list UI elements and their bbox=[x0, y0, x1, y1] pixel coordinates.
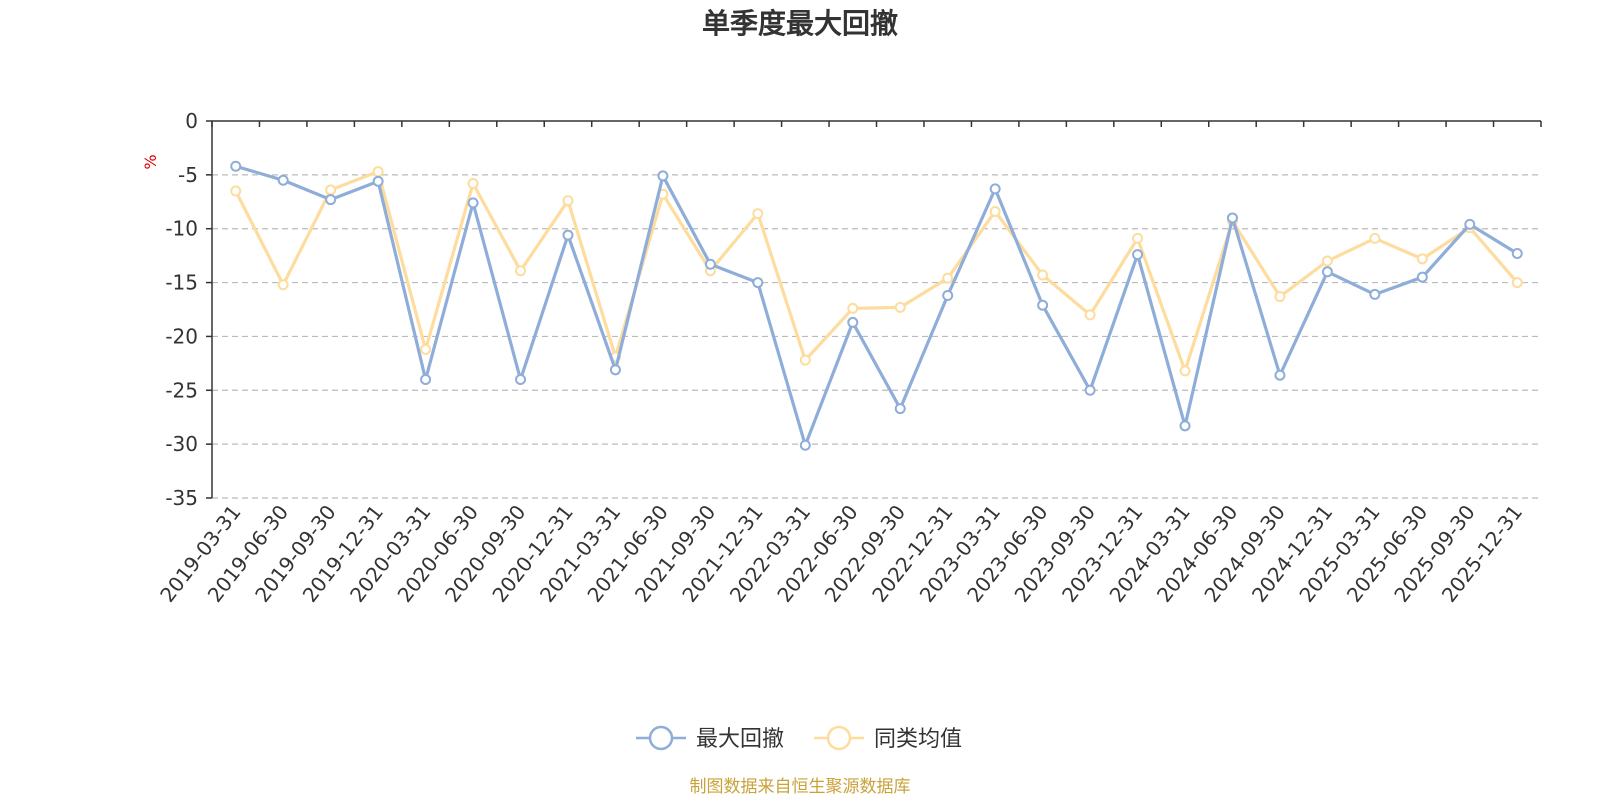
data-point[interactable] bbox=[657, 170, 669, 182]
chart-title: 单季度最大回撤 bbox=[702, 7, 898, 40]
legend-item-max-drawdown[interactable]: 最大回撤 bbox=[636, 725, 784, 752]
data-point[interactable] bbox=[372, 166, 384, 178]
data-point[interactable] bbox=[1464, 218, 1476, 230]
data-point[interactable] bbox=[799, 439, 811, 451]
axes bbox=[211, 120, 1541, 498]
data-point[interactable] bbox=[1511, 277, 1523, 289]
data-point[interactable] bbox=[1274, 369, 1286, 381]
data-point[interactable] bbox=[609, 364, 621, 376]
data-point[interactable] bbox=[1037, 299, 1049, 311]
data-point[interactable] bbox=[1416, 271, 1428, 283]
data-point[interactable] bbox=[420, 343, 432, 355]
y-tick-label: -15 bbox=[165, 271, 198, 295]
data-point[interactable] bbox=[942, 272, 954, 284]
data-point[interactable] bbox=[989, 183, 1001, 195]
data-point[interactable] bbox=[847, 302, 859, 314]
data-point[interactable] bbox=[1037, 269, 1049, 281]
series-layer bbox=[230, 160, 1523, 451]
y-tick-label: -20 bbox=[165, 324, 198, 348]
data-point[interactable] bbox=[1274, 291, 1286, 303]
data-point[interactable] bbox=[1179, 420, 1191, 432]
data-point[interactable] bbox=[277, 279, 289, 291]
data-point[interactable] bbox=[230, 160, 242, 172]
legend-marker bbox=[648, 725, 674, 751]
series-peer-average bbox=[230, 166, 1523, 377]
legend-marker bbox=[826, 725, 852, 751]
data-point[interactable] bbox=[1084, 384, 1096, 396]
data-point[interactable] bbox=[752, 208, 764, 220]
source-note: 制图数据来自恒生聚源数据库 bbox=[690, 777, 911, 797]
data-point[interactable] bbox=[1226, 212, 1238, 224]
series-max-drawdown bbox=[230, 160, 1523, 451]
data-point[interactable] bbox=[1321, 255, 1333, 267]
series-line bbox=[234, 170, 1519, 373]
data-point[interactable] bbox=[515, 265, 527, 277]
y-tick-label: -10 bbox=[165, 217, 198, 241]
y-axis-unit-label: % bbox=[141, 154, 160, 169]
data-point[interactable] bbox=[1179, 365, 1191, 377]
data-point[interactable] bbox=[467, 197, 479, 209]
data-point[interactable] bbox=[467, 177, 479, 189]
data-point[interactable] bbox=[277, 174, 289, 186]
series-line bbox=[235, 164, 1519, 447]
data-point[interactable] bbox=[1416, 253, 1428, 265]
legend-label: 同类均值 bbox=[874, 727, 962, 752]
data-point[interactable] bbox=[894, 403, 906, 415]
data-point[interactable] bbox=[1369, 232, 1381, 244]
data-point[interactable] bbox=[1132, 249, 1144, 261]
data-point[interactable] bbox=[989, 205, 1001, 217]
data-point[interactable] bbox=[1321, 266, 1333, 278]
data-point[interactable] bbox=[372, 175, 384, 187]
grid-lines bbox=[212, 174, 1541, 499]
data-point[interactable] bbox=[1132, 232, 1144, 244]
legend[interactable]: 最大回撤 同类均值 bbox=[636, 725, 962, 752]
data-point[interactable] bbox=[325, 184, 337, 196]
data-point[interactable] bbox=[704, 258, 716, 270]
x-axis-ticks: 2019-03-312019-06-302019-09-302019-12-31… bbox=[155, 121, 1542, 607]
data-point[interactable] bbox=[847, 316, 859, 328]
data-point[interactable] bbox=[752, 277, 764, 289]
data-point[interactable] bbox=[562, 229, 574, 241]
y-tick-label: -25 bbox=[165, 378, 198, 402]
y-axis-ticks: 0 -5 -10 -15 -20 -25 -30 -35 bbox=[165, 109, 212, 510]
legend-item-peer-average[interactable]: 同类均值 bbox=[814, 725, 962, 752]
y-tick-label: -30 bbox=[165, 432, 198, 456]
y-tick-label: 0 bbox=[185, 109, 198, 133]
data-point[interactable] bbox=[1084, 309, 1096, 321]
data-point[interactable] bbox=[562, 195, 574, 207]
data-point[interactable] bbox=[420, 374, 432, 386]
y-tick-label: -35 bbox=[165, 486, 198, 510]
legend-label: 最大回撤 bbox=[696, 727, 784, 752]
data-point[interactable] bbox=[894, 301, 906, 313]
data-point[interactable] bbox=[230, 185, 242, 197]
data-point[interactable] bbox=[515, 374, 527, 386]
data-point[interactable] bbox=[799, 354, 811, 366]
data-point[interactable] bbox=[325, 194, 337, 206]
y-tick-label: -5 bbox=[178, 163, 198, 187]
data-point[interactable] bbox=[1511, 247, 1523, 259]
data-point[interactable] bbox=[1369, 288, 1381, 300]
data-point[interactable] bbox=[942, 289, 954, 301]
